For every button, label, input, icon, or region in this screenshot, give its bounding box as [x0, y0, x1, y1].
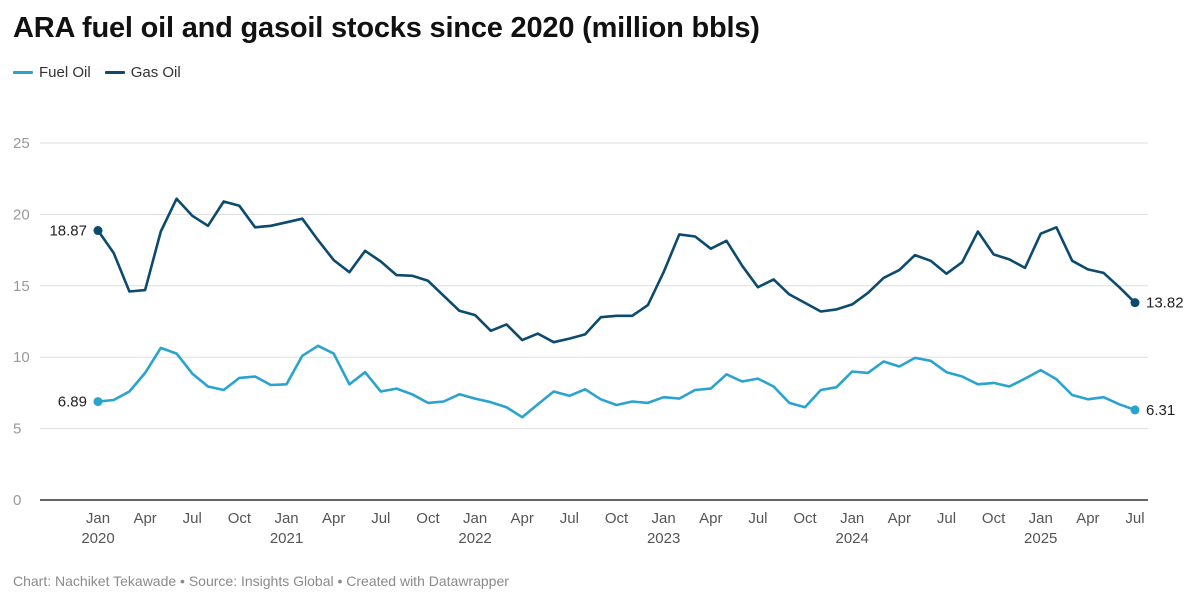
x-tick-label-2021-07: Jul	[371, 510, 390, 527]
legend-swatch-gas-oil	[104, 71, 125, 74]
x-tick-label-2021-01: Jan	[274, 510, 298, 527]
legend-swatch-fuel-oil	[13, 71, 33, 74]
end-point-gas-oil	[1130, 298, 1140, 308]
y-tick-label-20: 20	[13, 206, 30, 223]
x-tick-label-2025-04: Apr	[1076, 510, 1099, 527]
chart-footer: Chart: Nachiket Tekawade • Source: Insig…	[13, 573, 509, 589]
y-tick-label-25: 25	[13, 135, 30, 152]
x-tick-label-2021-10: Oct	[416, 510, 440, 527]
chart-legend: Fuel Oil Gas Oil	[13, 64, 181, 81]
x-tick-label-2023-07: Jul	[748, 510, 767, 527]
x-tick-label-2024-01: Jan	[840, 510, 864, 527]
end-label-fuel-oil: 6.31	[1146, 402, 1175, 419]
legend-label-gas-oil: Gas Oil	[130, 64, 181, 81]
x-tick-label-2022-07: Jul	[560, 510, 579, 527]
start-point-fuel-oil	[93, 397, 103, 407]
x-tick-label-2024-04: Apr	[888, 510, 911, 527]
x-tick-label-2020-01: Jan	[86, 510, 110, 527]
end-label-gas-oil: 13.82	[1146, 295, 1184, 312]
x-tick-year-2023-01: 2023	[647, 530, 680, 547]
start-label-gas-oil: 18.87	[49, 223, 87, 240]
y-tick-label-5: 5	[13, 421, 21, 438]
end-point-fuel-oil	[1130, 405, 1140, 415]
x-tick-year-2021-01: 2021	[270, 530, 303, 547]
x-tick-label-2023-04: Apr	[699, 510, 722, 527]
x-tick-label-2023-01: Jan	[652, 510, 676, 527]
x-tick-label-2020-04: Apr	[133, 510, 156, 527]
x-tick-label-2021-04: Apr	[322, 510, 345, 527]
x-tick-year-2022-01: 2022	[458, 530, 491, 547]
x-tick-label-2020-07: Jul	[183, 510, 202, 527]
x-tick-label-2025-07: Jul	[1125, 510, 1144, 527]
legend-label-fuel-oil: Fuel Oil	[39, 64, 91, 81]
x-tick-year-2020-01: 2020	[81, 530, 114, 547]
x-tick-label-2024-07: Jul	[937, 510, 956, 527]
legend-item-gas-oil: Gas Oil	[104, 64, 181, 81]
series-line-gas-oil	[96, 197, 1137, 344]
chart-title: ARA fuel oil and gasoil stocks since 202…	[13, 12, 760, 44]
y-tick-label-0: 0	[13, 492, 21, 509]
y-tick-label-10: 10	[13, 349, 30, 366]
x-tick-year-2025-01: 2025	[1024, 530, 1057, 547]
start-label-fuel-oil: 6.89	[58, 394, 87, 411]
x-tick-label-2024-10: Oct	[982, 510, 1006, 527]
x-tick-label-2022-01: Jan	[463, 510, 487, 527]
x-tick-label-2023-10: Oct	[793, 510, 817, 527]
x-tick-label-2025-01: Jan	[1029, 510, 1053, 527]
start-point-gas-oil	[93, 226, 103, 236]
x-tick-label-2020-10: Oct	[228, 510, 252, 527]
y-tick-label-15: 15	[13, 278, 30, 295]
x-tick-year-2024-01: 2024	[835, 530, 868, 547]
x-tick-label-2022-04: Apr	[511, 510, 534, 527]
x-tick-label-2022-10: Oct	[605, 510, 629, 527]
legend-item-fuel-oil: Fuel Oil	[13, 64, 91, 81]
series-line-fuel-oil	[96, 344, 1137, 419]
